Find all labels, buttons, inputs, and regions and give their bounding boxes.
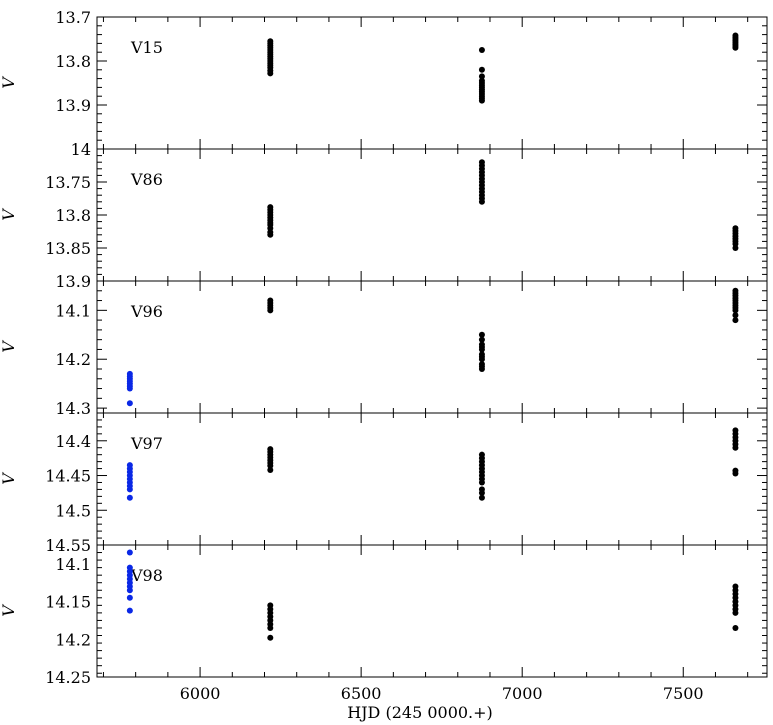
y-tick-label: 14.5: [55, 501, 91, 520]
data-point: [267, 624, 274, 631]
data-point: [126, 385, 133, 392]
y-tick-label: 13.7: [55, 8, 91, 27]
series-blue: [126, 370, 133, 407]
data-point: [126, 549, 133, 556]
y-tick-label: 13.8: [55, 206, 91, 225]
y-tick-label: 14.15: [45, 593, 91, 612]
data-point: [732, 444, 739, 451]
y-tick-label: 14.1: [55, 555, 91, 574]
panel-v97: 14.4 14.45 14.5 14.55 V97 V: [0, 412, 768, 555]
series-black: [267, 427, 739, 501]
series-black: [267, 159, 739, 251]
panel-label: V86: [130, 170, 163, 189]
panel-v96: 14.1 14.2 14.3 V96 V: [0, 280, 768, 418]
y-axis-title: V: [0, 340, 18, 353]
data-point: [478, 97, 485, 104]
x-tick-label: 7000: [502, 684, 543, 703]
data-point: [126, 607, 133, 614]
data-point: [478, 489, 485, 496]
data-point: [478, 366, 485, 372]
y-tick-label: 14.1: [55, 301, 91, 320]
panel-frame: [96, 280, 768, 414]
data-point: [267, 70, 274, 77]
y-tick-label: 14.3: [55, 399, 91, 418]
data-point: [732, 312, 739, 319]
data-point: [267, 634, 274, 641]
x-tick-label: 7500: [663, 684, 704, 703]
data-point: [126, 486, 133, 493]
panels-group: 13.7 13.8 13.9 14 V15 V 13.75 13.8 13.85 13.9 V86 V…: [0, 8, 768, 687]
panel-frame: [96, 148, 768, 282]
panel-label: V98: [130, 566, 163, 585]
data-point: [478, 336, 485, 343]
series-blue: [126, 549, 133, 614]
y-tick-label: 13.9: [55, 96, 91, 115]
y-tick-label: 13.85: [45, 239, 91, 258]
panel-frame: [96, 544, 768, 678]
x-tick-label: 6000: [180, 684, 221, 703]
y-tick-label: 14.2: [55, 350, 91, 369]
y-axis-title: V: [0, 76, 18, 89]
data-point: [732, 44, 739, 51]
data-point: [478, 47, 485, 53]
data-point: [267, 307, 274, 314]
series-blue: [126, 462, 133, 501]
series-black: [267, 32, 739, 104]
data-point: [732, 245, 739, 251]
panel-label: V96: [130, 302, 163, 321]
panel-label: V15: [130, 38, 163, 57]
y-tick-label: 14.2: [55, 630, 91, 649]
data-point: [478, 198, 485, 205]
data-point: [732, 470, 739, 477]
data-point: [126, 400, 133, 407]
data-point: [126, 587, 133, 594]
panel-v98: 14.1 14.15 14.2 14.25 V98 V: [0, 544, 768, 687]
y-tick-label: 13.8: [55, 52, 91, 71]
data-point: [126, 594, 133, 601]
data-point: [126, 494, 133, 501]
panel-v15: 13.7 13.8 13.9 14 V15 V: [0, 8, 768, 159]
panel-v86: 13.75 13.8 13.85 13.9 V86 V: [0, 148, 768, 291]
x-tick-label: 6500: [341, 684, 382, 703]
x-axis-title: HJD (245 0000.+): [347, 703, 493, 722]
y-tick-label: 14.55: [45, 536, 91, 555]
data-point: [267, 466, 274, 473]
panel-frame: [96, 412, 768, 546]
y-tick-label: 13.9: [55, 272, 91, 291]
series-black: [267, 583, 739, 641]
y-axis-title: V: [0, 472, 18, 485]
y-tick-label: 14: [71, 140, 91, 159]
panel-label: V97: [130, 434, 163, 453]
data-point: [732, 317, 739, 324]
y-tick-label: 14.25: [45, 668, 91, 687]
x-axis: 6000 6500 7000 7500: [180, 684, 704, 703]
data-point: [732, 609, 739, 616]
data-point: [267, 231, 274, 238]
y-axis-title: V: [0, 604, 18, 617]
y-tick-label: 13.75: [45, 173, 91, 192]
y-tick-label: 14.4: [55, 432, 91, 451]
data-point: [478, 356, 485, 363]
data-point: [267, 462, 274, 469]
y-tick-label: 14.45: [45, 467, 91, 486]
data-point: [478, 479, 485, 486]
data-point: [478, 73, 485, 80]
data-point: [478, 331, 485, 338]
data-point: [478, 66, 485, 73]
y-axis-title: V: [0, 208, 18, 221]
data-point: [732, 307, 739, 314]
series-black: [267, 287, 739, 372]
data-point: [478, 346, 485, 353]
panel-frame: [96, 16, 768, 150]
data-point: [478, 494, 485, 501]
data-point: [732, 624, 739, 631]
